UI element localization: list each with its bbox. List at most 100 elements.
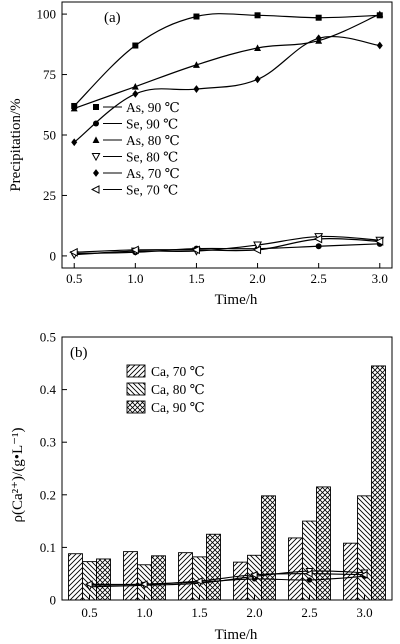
overlay-point-3 bbox=[85, 580, 93, 589]
trend-curve-as-80 bbox=[74, 13, 381, 109]
point-as-90 bbox=[132, 42, 139, 49]
overlay-line-3 bbox=[89, 573, 365, 586]
point-as-70 bbox=[193, 85, 200, 93]
legend-item-as-70: As, 70 ℃ bbox=[93, 166, 180, 181]
y-tick-label: 50 bbox=[43, 128, 56, 143]
point-as-70 bbox=[71, 138, 78, 147]
point-as-80 bbox=[70, 104, 78, 112]
overlay-line-2 bbox=[89, 570, 365, 588]
y-tick-label: 0.5 bbox=[40, 330, 56, 345]
legend-label: As, 90 ℃ bbox=[126, 100, 180, 115]
x-tick-label: 1.0 bbox=[127, 271, 143, 286]
x-tick-label: 3.0 bbox=[372, 271, 388, 286]
bar-ca-90-1.0 bbox=[151, 555, 166, 601]
point-as-80 bbox=[192, 61, 200, 68]
bar-ca-90-2.0 bbox=[261, 495, 276, 601]
y-tick-label: 25 bbox=[43, 188, 56, 203]
y-tick-label: 0.4 bbox=[40, 382, 57, 397]
panel-a-data-points bbox=[69, 10, 385, 260]
bar-ca-90-0.5 bbox=[96, 558, 111, 601]
overlay-point-1 bbox=[306, 577, 313, 583]
point-as-80 bbox=[131, 83, 139, 90]
legend-label: Se, 80 ℃ bbox=[126, 150, 178, 165]
panel-a-legend: As, 90 ℃ Se, 90 ℃As, 80 ℃ Se, 80 ℃As, 70 ℃… bbox=[91, 100, 180, 198]
point-se-70 bbox=[69, 247, 78, 257]
trend-curve-as-70 bbox=[73, 35, 380, 143]
legend-swatch bbox=[126, 400, 146, 414]
x-tick-label: 0.5 bbox=[66, 271, 82, 286]
bar-ca-70-0.5 bbox=[68, 553, 83, 601]
x-tick-label: 2.5 bbox=[311, 271, 327, 286]
trend-curve-se-70 bbox=[74, 238, 380, 253]
bar-ca-80-2.5 bbox=[302, 520, 317, 601]
point-se-80 bbox=[253, 241, 262, 250]
legend-label: As, 80 ℃ bbox=[126, 133, 180, 148]
panel-a-label: (a) bbox=[104, 10, 121, 26]
point-as-80 bbox=[376, 10, 384, 18]
point-se-70 bbox=[313, 234, 323, 244]
legend-marker bbox=[91, 185, 100, 194]
legend-label: Ca, 90 ℃ bbox=[151, 400, 205, 415]
y-tick-label: 0.3 bbox=[40, 435, 56, 450]
legend-label: Ca, 80 ℃ bbox=[151, 382, 205, 397]
point-as-90 bbox=[254, 12, 261, 19]
bar-ca-80-3.0 bbox=[357, 495, 372, 601]
panel-b-x-axis-label: Time/h bbox=[215, 627, 258, 643]
legend-marker bbox=[93, 120, 99, 127]
legend-item-se-70: Se, 70 ℃ bbox=[91, 183, 178, 198]
x-tick-label: 1.5 bbox=[191, 605, 207, 620]
legend-marker bbox=[92, 136, 100, 143]
y-tick-label: 0.2 bbox=[40, 487, 56, 502]
legend-item-ca-90: Ca, 90 ℃ bbox=[126, 400, 205, 415]
bar-ca-70-1.5 bbox=[178, 552, 193, 601]
overlay-point-3 bbox=[360, 570, 368, 579]
legend-marker bbox=[93, 104, 99, 110]
y-tick-label: 75 bbox=[43, 67, 56, 82]
y-tick-label: 100 bbox=[37, 7, 57, 22]
panel-a-axes: 0.5 1.0 1.5 2.0 2.5 3.0 0 25 50 75 100 bbox=[37, 1, 393, 286]
panel-a-x-axis-label: Time/h bbox=[215, 292, 258, 308]
legend-item-ca-80: Ca, 80 ℃ bbox=[126, 382, 205, 397]
panel-b-overlay-lines bbox=[85, 567, 369, 592]
x-tick-label: 2.5 bbox=[301, 605, 317, 620]
legend-item-se-80: Se, 80 ℃ bbox=[91, 150, 178, 165]
bar-ca-70-2.0 bbox=[233, 561, 248, 601]
point-se-90 bbox=[315, 243, 322, 250]
panel-b-y-axis-label: ρ(Ca²⁺)/(g•L⁻¹) bbox=[10, 427, 26, 522]
point-se-70 bbox=[130, 245, 139, 255]
panel-b-plot-frame bbox=[61, 336, 393, 601]
bar-ca-80-0.5 bbox=[82, 561, 97, 601]
bar-ca-90-2.5 bbox=[316, 486, 331, 601]
x-tick-label: 1.0 bbox=[136, 605, 152, 620]
panel-b-axes: 0 0.1 0.2 0.3 0.4 0.5 0.5 1.0 1.5 2.0 2.5 3.0 bbox=[40, 330, 393, 620]
legend-item-as-90: As, 90 ℃ bbox=[93, 100, 180, 115]
legend-marker bbox=[91, 153, 101, 162]
point-se-70 bbox=[191, 245, 200, 255]
panel-a-plot-frame bbox=[61, 1, 393, 269]
panel-a-y-axis-label: Precipitation/% bbox=[8, 98, 24, 191]
point-as-90 bbox=[193, 13, 200, 20]
legend-item-as-80: As, 80 ℃ bbox=[92, 133, 180, 148]
legend-label: Se, 70 ℃ bbox=[126, 183, 178, 198]
y-tick-label: 0 bbox=[50, 593, 57, 608]
panel-b-bars bbox=[68, 365, 386, 601]
x-tick-label: 1.5 bbox=[188, 271, 204, 286]
bar-ca-90-1.5 bbox=[206, 533, 221, 601]
legend-marker bbox=[93, 169, 99, 177]
panel-a-chart: (a) 0.5 1.0 1.5 2.0 2.5 3.0 0 25 50 75 100 As, 90 … bbox=[8, 1, 393, 308]
legend-label: Ca, 70 ℃ bbox=[151, 364, 205, 379]
point-as-70 bbox=[315, 34, 322, 43]
point-as-70 bbox=[132, 89, 139, 98]
panel-b-label: (b) bbox=[70, 345, 88, 361]
x-tick-label: 2.0 bbox=[249, 271, 265, 286]
legend-swatch bbox=[126, 364, 146, 378]
point-as-90 bbox=[315, 14, 322, 21]
overlay-point-3 bbox=[305, 569, 313, 578]
point-as-70 bbox=[376, 41, 383, 50]
point-se-70 bbox=[252, 245, 262, 255]
x-tick-label: 2.0 bbox=[246, 605, 262, 620]
point-se-70 bbox=[374, 236, 384, 246]
trend-curve-se-80 bbox=[74, 235, 380, 256]
y-tick-label: 0 bbox=[50, 248, 57, 263]
